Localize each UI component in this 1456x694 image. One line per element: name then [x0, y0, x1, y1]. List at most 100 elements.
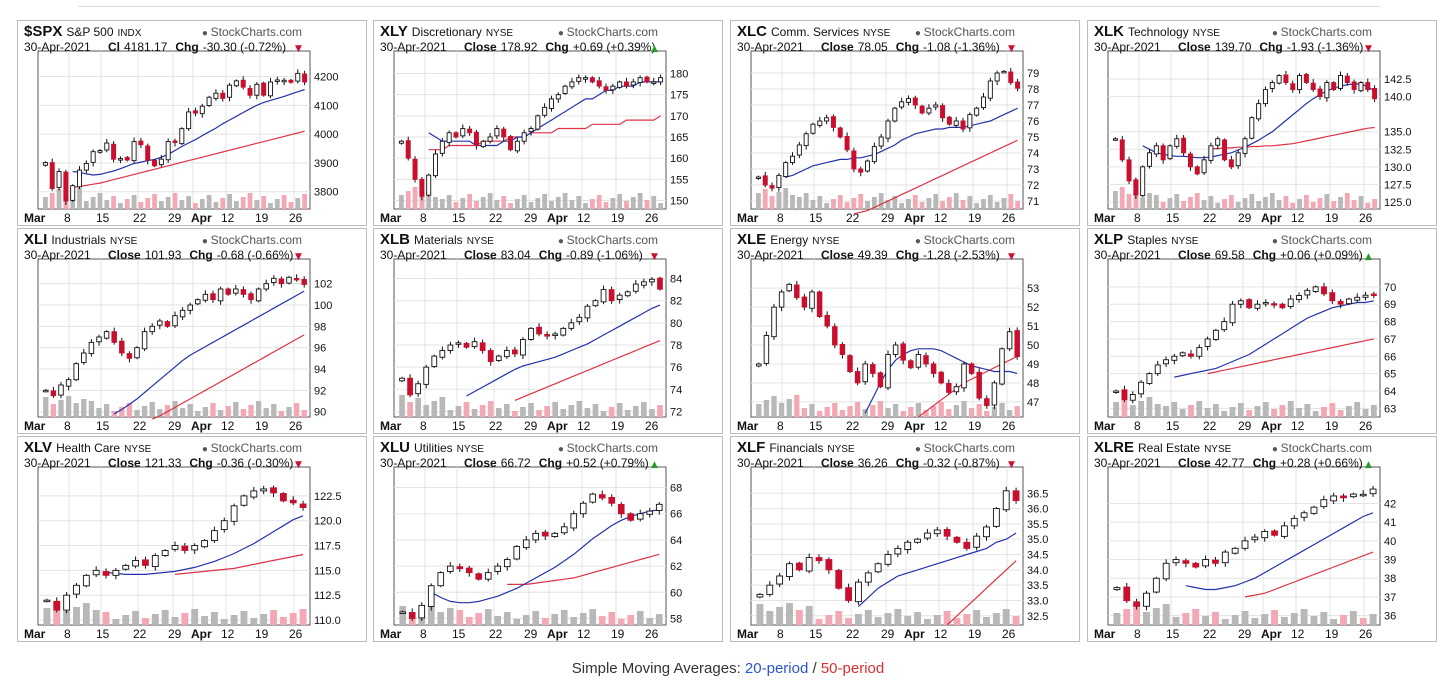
x-tick-label: 29 [1238, 211, 1252, 225]
volume-bar [225, 406, 231, 417]
candle-body [217, 288, 224, 302]
candle-body [1119, 139, 1125, 161]
chart-panel-xlk: 142.5 140.0 135.0 132.5 130.0 127.5 125.0 Mar 8 1… [1087, 20, 1437, 226]
candle-body [122, 564, 130, 570]
volume-bar [1349, 611, 1357, 625]
candle-body [562, 85, 568, 94]
candle-body [1113, 390, 1120, 393]
volume-bar [803, 193, 809, 209]
y-tick-label: 37 [1384, 592, 1396, 604]
x-tick-label: Apr [191, 419, 212, 433]
x-tick-label: Apr [904, 211, 925, 225]
volume-bar [210, 403, 216, 417]
candle-body [644, 76, 650, 83]
candle-body [415, 383, 422, 395]
candle-body [1300, 512, 1308, 518]
candle-body [1012, 490, 1020, 502]
y-tick-label: 110.0 [314, 615, 341, 627]
volume-bar [407, 402, 413, 417]
candle-body [810, 123, 816, 134]
volume-bar [513, 619, 521, 625]
candle-body [508, 135, 514, 151]
y-tick-label: 47 [1027, 397, 1039, 409]
volume-bar [610, 198, 616, 209]
volume-bar [542, 194, 548, 209]
y-tick-label: 68 [670, 483, 682, 495]
volume-bar [1179, 409, 1186, 417]
volume-bar [926, 198, 932, 209]
y-tick-label: 80 [670, 318, 682, 330]
volume-bar [112, 619, 120, 625]
y-tick-label: 127.5 [1384, 179, 1412, 191]
volume-bar [73, 403, 79, 417]
volume-bar [1296, 408, 1302, 417]
chart-svg: 68 66 64 62 60 58 Mar 8 15 22 29 Apr 12 19 26 XLU Utilit… [380, 439, 682, 641]
volume-bar [1138, 401, 1145, 417]
candle-body [1359, 493, 1367, 497]
volume-bar [1320, 612, 1328, 625]
volume-bar [261, 196, 267, 209]
volume-bar [809, 404, 815, 417]
volume-bar [56, 189, 62, 209]
candle-body [946, 383, 952, 393]
x-tick-label: 12 [934, 419, 948, 433]
x-tick-label: 22 [1203, 627, 1217, 641]
candle-body [58, 384, 64, 396]
volume-bar [111, 196, 117, 209]
volume-bar [1351, 200, 1357, 209]
volume-bar [220, 198, 226, 209]
volume-bar [636, 611, 644, 625]
volume-bar [644, 200, 650, 209]
volume-bar [1002, 609, 1010, 625]
volume-bar [1231, 615, 1239, 625]
candle-body [179, 128, 185, 145]
volume-bar [1204, 408, 1211, 417]
candle-body [427, 585, 435, 607]
volume-bar [600, 411, 607, 417]
volume-bar [776, 192, 782, 209]
volume-bar [465, 617, 473, 625]
volume-bar [1113, 191, 1118, 209]
volume-bar [953, 193, 959, 209]
candle-body [953, 120, 959, 126]
volume-bar [247, 193, 253, 209]
x-tick-label: 19 [1325, 627, 1339, 641]
x-tick-label: Mar [380, 419, 402, 433]
candle-body [480, 140, 486, 148]
y-tick-label: 34.5 [1027, 550, 1048, 562]
volume-bar [1251, 618, 1259, 625]
chart-svg: 70 69 68 67 66 65 64 63 Mar 8 15 22 29 Apr 12 19 26 XLP St… [1094, 231, 1396, 433]
volume-bar [1287, 401, 1294, 417]
candle-body [1006, 331, 1013, 350]
volume-bar [899, 203, 905, 209]
candle-body [161, 550, 169, 556]
volume-bar [439, 199, 445, 209]
candle-body [1146, 373, 1153, 384]
candle-body [778, 291, 785, 308]
x-tick-label: 12 [934, 211, 948, 225]
candle-body [825, 559, 833, 571]
y-tick-label: 102 [314, 279, 332, 291]
volume-bar [92, 610, 100, 625]
watermark: ● StockCharts.com [915, 441, 1015, 455]
volume-bar [649, 409, 655, 417]
x-tick-label: 15 [96, 211, 110, 225]
volume-bar [589, 199, 595, 209]
candle-body [532, 532, 540, 541]
candle-body [1269, 82, 1275, 89]
candle-body [847, 355, 853, 372]
volume-bar [908, 407, 914, 417]
volume-bar [1172, 617, 1180, 625]
volume-bar [193, 203, 198, 209]
volume-bar [992, 613, 1000, 625]
candle-body [405, 140, 411, 159]
candle-body [878, 136, 884, 147]
volume-bar [158, 201, 164, 209]
volume-bar [254, 200, 260, 209]
candle-body [1182, 560, 1190, 564]
volume-bar [279, 617, 287, 625]
x-tick-label: 22 [133, 211, 147, 225]
x-tick-label: Apr [547, 419, 568, 433]
volume-bar [786, 603, 793, 625]
candle-body [407, 377, 413, 396]
